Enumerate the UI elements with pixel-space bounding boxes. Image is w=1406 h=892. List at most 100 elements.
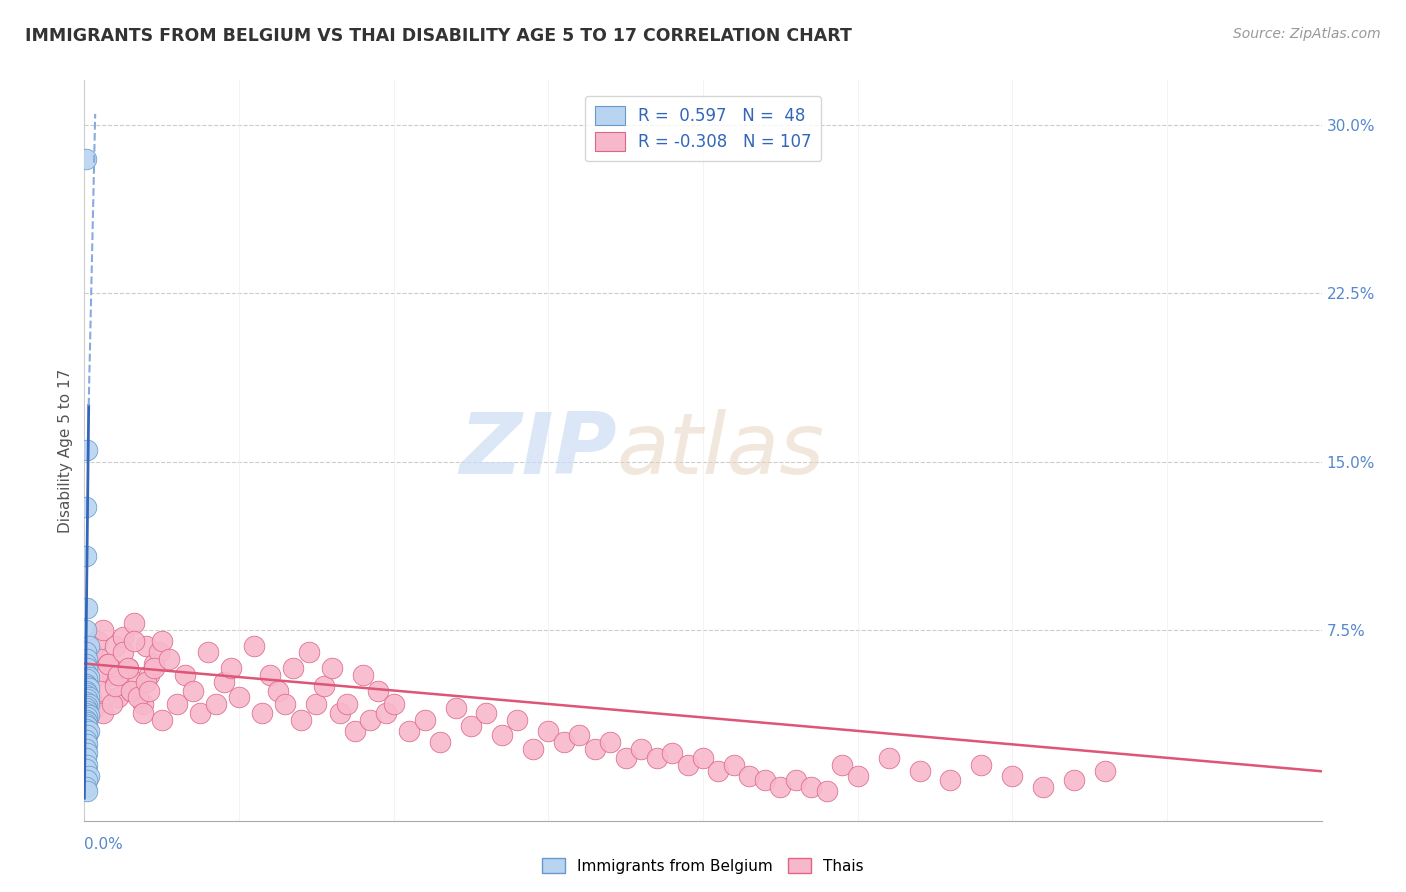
Point: [228, 690, 250, 705]
Point: [336, 697, 359, 711]
Point: [117, 661, 139, 675]
Point: [112, 630, 135, 644]
Point: [800, 780, 823, 794]
Point: [76, 719, 98, 733]
Point: [76, 699, 98, 714]
Point: [76, 686, 98, 700]
Point: [846, 769, 869, 783]
Point: [89, 683, 111, 698]
Point: [75, 742, 97, 756]
Text: 0.0%: 0.0%: [84, 837, 124, 852]
Point: [444, 701, 467, 715]
Point: [76, 728, 98, 742]
Point: [75, 701, 97, 715]
Point: [676, 757, 699, 772]
Point: [76, 600, 98, 615]
Point: [122, 634, 145, 648]
Point: [76, 773, 98, 788]
Point: [77, 639, 100, 653]
Point: [76, 757, 98, 772]
Point: [367, 683, 389, 698]
Point: [1032, 780, 1054, 794]
Point: [321, 661, 343, 675]
Point: [75, 732, 97, 747]
Point: [1094, 764, 1116, 779]
Point: [96, 657, 118, 671]
Point: [661, 747, 683, 761]
Point: [429, 735, 451, 749]
Point: [281, 661, 305, 675]
Point: [398, 723, 420, 738]
Point: [76, 704, 98, 718]
Point: [460, 719, 482, 733]
Text: Source: ZipAtlas.com: Source: ZipAtlas.com: [1233, 27, 1381, 41]
Point: [77, 697, 100, 711]
Point: [143, 661, 166, 675]
Point: [707, 764, 730, 779]
Point: [614, 751, 637, 765]
Point: [135, 639, 157, 653]
Point: [75, 751, 97, 765]
Point: [104, 639, 127, 653]
Point: [77, 690, 100, 705]
Point: [599, 735, 621, 749]
Point: [166, 697, 188, 711]
Point: [250, 706, 273, 720]
Point: [107, 690, 129, 705]
Point: [132, 697, 155, 711]
Point: [522, 742, 544, 756]
Point: [159, 652, 180, 666]
Point: [630, 742, 652, 756]
Point: [77, 723, 100, 738]
Point: [76, 661, 98, 675]
Point: [120, 683, 142, 698]
Point: [75, 713, 97, 727]
Point: [360, 713, 382, 727]
Point: [135, 674, 157, 689]
Point: [86, 634, 108, 648]
Point: [127, 674, 149, 689]
Point: [219, 661, 242, 675]
Text: IMMIGRANTS FROM BELGIUM VS THAI DISABILITY AGE 5 TO 17 CORRELATION CHART: IMMIGRANTS FROM BELGIUM VS THAI DISABILI…: [25, 27, 852, 45]
Point: [75, 500, 97, 514]
Point: [101, 668, 124, 682]
Point: [312, 679, 335, 693]
Point: [82, 645, 104, 659]
Point: [297, 645, 319, 659]
Point: [75, 722, 97, 736]
Point: [138, 683, 160, 698]
Point: [104, 679, 127, 693]
Point: [290, 713, 312, 727]
Point: [754, 773, 776, 788]
Point: [76, 443, 98, 458]
Point: [91, 623, 114, 637]
Point: [79, 690, 101, 705]
Legend: Immigrants from Belgium, Thais: Immigrants from Belgium, Thais: [536, 852, 870, 880]
Point: [75, 152, 97, 166]
Point: [475, 706, 498, 720]
Point: [382, 697, 405, 711]
Point: [413, 713, 436, 727]
Point: [583, 742, 606, 756]
Point: [274, 697, 297, 711]
Point: [76, 673, 98, 687]
Point: [107, 668, 129, 682]
Point: [939, 773, 962, 788]
Point: [75, 688, 97, 702]
Point: [76, 737, 98, 751]
Point: [75, 645, 97, 659]
Point: [76, 710, 98, 724]
Point: [181, 683, 204, 698]
Point: [188, 706, 211, 720]
Point: [343, 723, 366, 738]
Point: [75, 695, 97, 709]
Point: [352, 668, 374, 682]
Point: [127, 690, 149, 705]
Point: [75, 780, 97, 794]
Point: [117, 661, 139, 675]
Point: [174, 668, 197, 682]
Point: [908, 764, 931, 779]
Point: [785, 773, 807, 788]
Point: [75, 657, 97, 671]
Point: [645, 751, 668, 765]
